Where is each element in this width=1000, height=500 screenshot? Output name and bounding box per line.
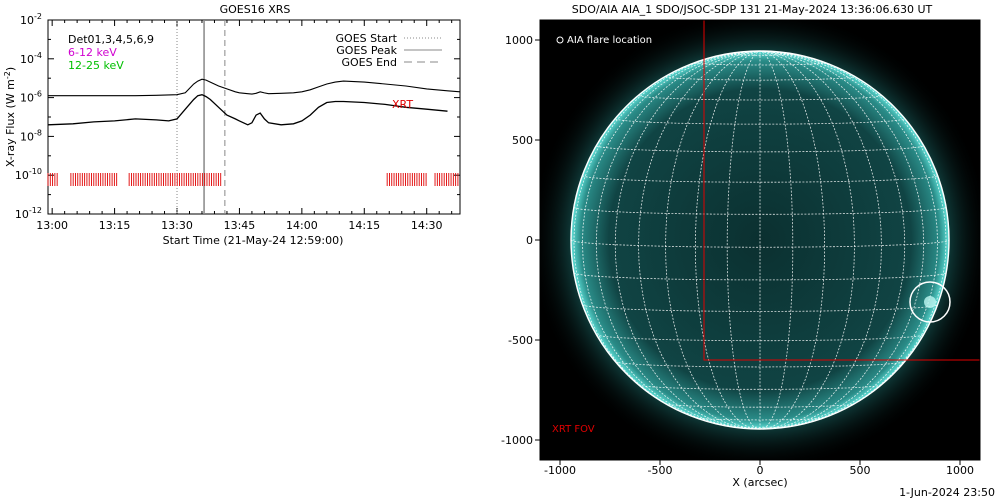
goes-legend-left-entry: 12-25 keV [68,59,124,72]
goes-chart-title: GOES16 XRS [220,3,291,16]
aia-y-tick-label: -500 [508,334,533,347]
latitude-line [570,239,950,248]
longitude-line [759,50,882,430]
aia-x-axis-label: X (arcsec) [732,476,787,489]
longitude-line [595,50,761,430]
heliographic-grid [570,50,950,430]
latitude-line [614,361,906,368]
xrt-coverage-bars [47,173,459,186]
aia-legend-text: AIA flare location [567,35,652,46]
aia-y-tick-label: 0 [526,234,533,247]
goes-legend-left-entry: 6-12 keV [68,46,117,59]
aia-image-panel: SDO/AIA AIA_1 SDO/JSOC-SDP 131 21-May-20… [501,3,981,489]
aia-flare-location-marker [909,281,951,323]
longitude-line [726,50,761,430]
goes-x-axis-label: Start Time (21-May-24 12:59:00) [163,234,344,247]
aia-x-tick-label: -500 [648,464,673,477]
goes-legend-left-entry: Det01,3,4,5,6,9 [68,33,154,46]
xrt-fov-label: XRT FOV [552,424,595,435]
goes-y-tick-label: 10-12 [15,206,42,221]
goes-x-tick-label: 13:00 [36,219,68,232]
goes-y-tick-label: 10-10 [15,167,42,182]
goes-legend-right-entry: GOES Peak [336,44,397,57]
goes-y-axis-label: X-ray Flux (W m-2) [3,67,17,167]
goes-series-line-1 [48,78,461,97]
longitude-line [638,50,761,430]
goes-y-tick-label: 10-6 [20,90,42,105]
goes-y-tick-label: 10-8 [20,128,42,143]
longitude-line [614,50,761,430]
longitude-line [759,50,950,430]
longitude-line [759,50,925,430]
goes-event-lines [176,20,226,214]
longitude-line [759,50,794,430]
xrt-fov-box [703,20,980,361]
goes-y-tick-label: 10-2 [20,12,42,27]
aia-title: SDO/AIA AIA_1 SDO/JSOC-SDP 131 21-May-20… [572,3,933,16]
goes-series-line-2 [47,94,448,126]
flare-bright-kernel [924,296,936,308]
aia-x-tick-label: 500 [850,464,871,477]
aia-y-tick-label: 500 [512,134,533,147]
goes-x-tick-label: 13:45 [224,219,256,232]
aia-y-tick-label: 1000 [505,34,533,47]
goes-x-tick-label: 13:15 [99,219,131,232]
footer-date: 1-Jun-2024 23:50 [899,486,995,499]
goes-x-tick-label: 14:00 [286,219,318,232]
solar-disk [571,51,949,429]
goes-y-tick-label: 10-4 [20,51,42,66]
aia-x-tick-label: -1000 [544,464,576,477]
longitude-line [573,50,761,430]
aia-y-tick-label: -1000 [501,434,533,447]
goes-x-tick-label: 14:15 [348,219,380,232]
aia-x-tick-label: 0 [757,464,764,477]
goes-axis-ticks: 13:00 13:15 13:30 13:45 14:00 14:15 14:30 10-12… [15,12,460,232]
goes-xrs-chart: GOES16 XRS 13:00 13:15 13:30 13:45 14:00 14:1… [3,3,461,247]
goes-series [47,78,461,126]
latitude-line [596,334,924,342]
goes-legend-right-entry: GOES Start [336,32,398,45]
latitude-line [596,145,924,153]
goes-x-tick-label: 14:30 [411,219,443,232]
longitude-line [759,50,947,430]
longitude-line [759,50,855,430]
flare-legend-icon [556,36,564,44]
goes-x-tick-label: 13:30 [161,219,193,232]
goes-legend-right-entry: GOES End [341,56,397,69]
aia-axis-ticks: -1000 -500 0 500 1000 -1000 -500 0 500 1000 [501,34,974,477]
aia-x-tick-label: 1000 [946,464,974,477]
xrt-series-label: XRT [392,98,413,111]
longitude-line [665,50,761,430]
longitude-line [759,50,906,430]
